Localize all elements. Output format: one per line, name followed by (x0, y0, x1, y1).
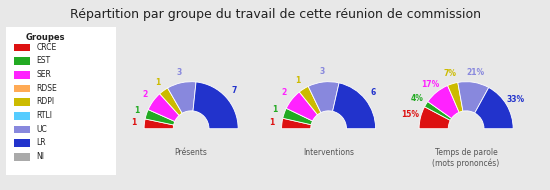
Bar (14, 57, 30, 65)
Bar (14, 126, 30, 133)
Text: Interventions: Interventions (303, 147, 354, 157)
Wedge shape (160, 88, 182, 116)
Text: 1: 1 (295, 76, 301, 85)
Text: 33%: 33% (507, 95, 525, 104)
Text: 2: 2 (142, 90, 147, 100)
Text: LR: LR (36, 138, 46, 147)
FancyBboxPatch shape (1, 21, 120, 181)
Text: 1: 1 (272, 105, 277, 114)
Text: 7%: 7% (443, 69, 456, 78)
Wedge shape (419, 107, 450, 129)
Text: 17%: 17% (421, 80, 439, 89)
Text: Temps de parole
(mots prononcés): Temps de parole (mots prononcés) (432, 147, 500, 168)
Text: EST: EST (36, 56, 51, 66)
Wedge shape (458, 82, 489, 113)
Wedge shape (448, 82, 463, 112)
Text: 15%: 15% (402, 110, 420, 120)
Wedge shape (299, 86, 321, 115)
Wedge shape (425, 102, 452, 120)
Text: Présents: Présents (175, 147, 207, 157)
Text: 7: 7 (231, 86, 236, 95)
Text: CRCE: CRCE (36, 43, 57, 52)
Bar (14, 71, 30, 79)
Wedge shape (283, 108, 312, 125)
Wedge shape (282, 118, 311, 129)
Wedge shape (193, 82, 238, 129)
Wedge shape (308, 82, 339, 113)
Wedge shape (144, 119, 174, 129)
Text: 1: 1 (155, 78, 160, 87)
Bar (14, 139, 30, 147)
Text: RDPI: RDPI (36, 97, 54, 106)
Bar (14, 85, 30, 92)
Text: RTLI: RTLI (36, 111, 52, 120)
Bar (14, 153, 30, 161)
Text: SER: SER (36, 70, 51, 79)
Text: 2: 2 (281, 89, 287, 97)
Text: Groupes: Groupes (25, 32, 65, 42)
Text: 4%: 4% (411, 94, 424, 103)
Wedge shape (145, 110, 175, 125)
Text: 3: 3 (177, 68, 182, 77)
Text: 1: 1 (131, 118, 137, 127)
Bar (14, 98, 30, 106)
Wedge shape (286, 92, 317, 121)
Text: 6: 6 (371, 89, 376, 97)
Bar (14, 112, 30, 120)
Text: UC: UC (36, 125, 47, 134)
Text: Répartition par groupe du travail de cette réunion de commission: Répartition par groupe du travail de cet… (69, 8, 481, 21)
Bar (14, 44, 30, 51)
Text: NI: NI (36, 152, 45, 161)
Wedge shape (168, 82, 196, 113)
Wedge shape (475, 88, 513, 129)
Wedge shape (148, 94, 179, 121)
Text: 1: 1 (269, 118, 274, 127)
Wedge shape (428, 86, 459, 118)
Wedge shape (333, 83, 376, 129)
Text: 1: 1 (134, 106, 139, 116)
Text: RDSE: RDSE (36, 84, 57, 93)
Text: 21%: 21% (466, 68, 485, 77)
Text: 3: 3 (320, 67, 325, 76)
